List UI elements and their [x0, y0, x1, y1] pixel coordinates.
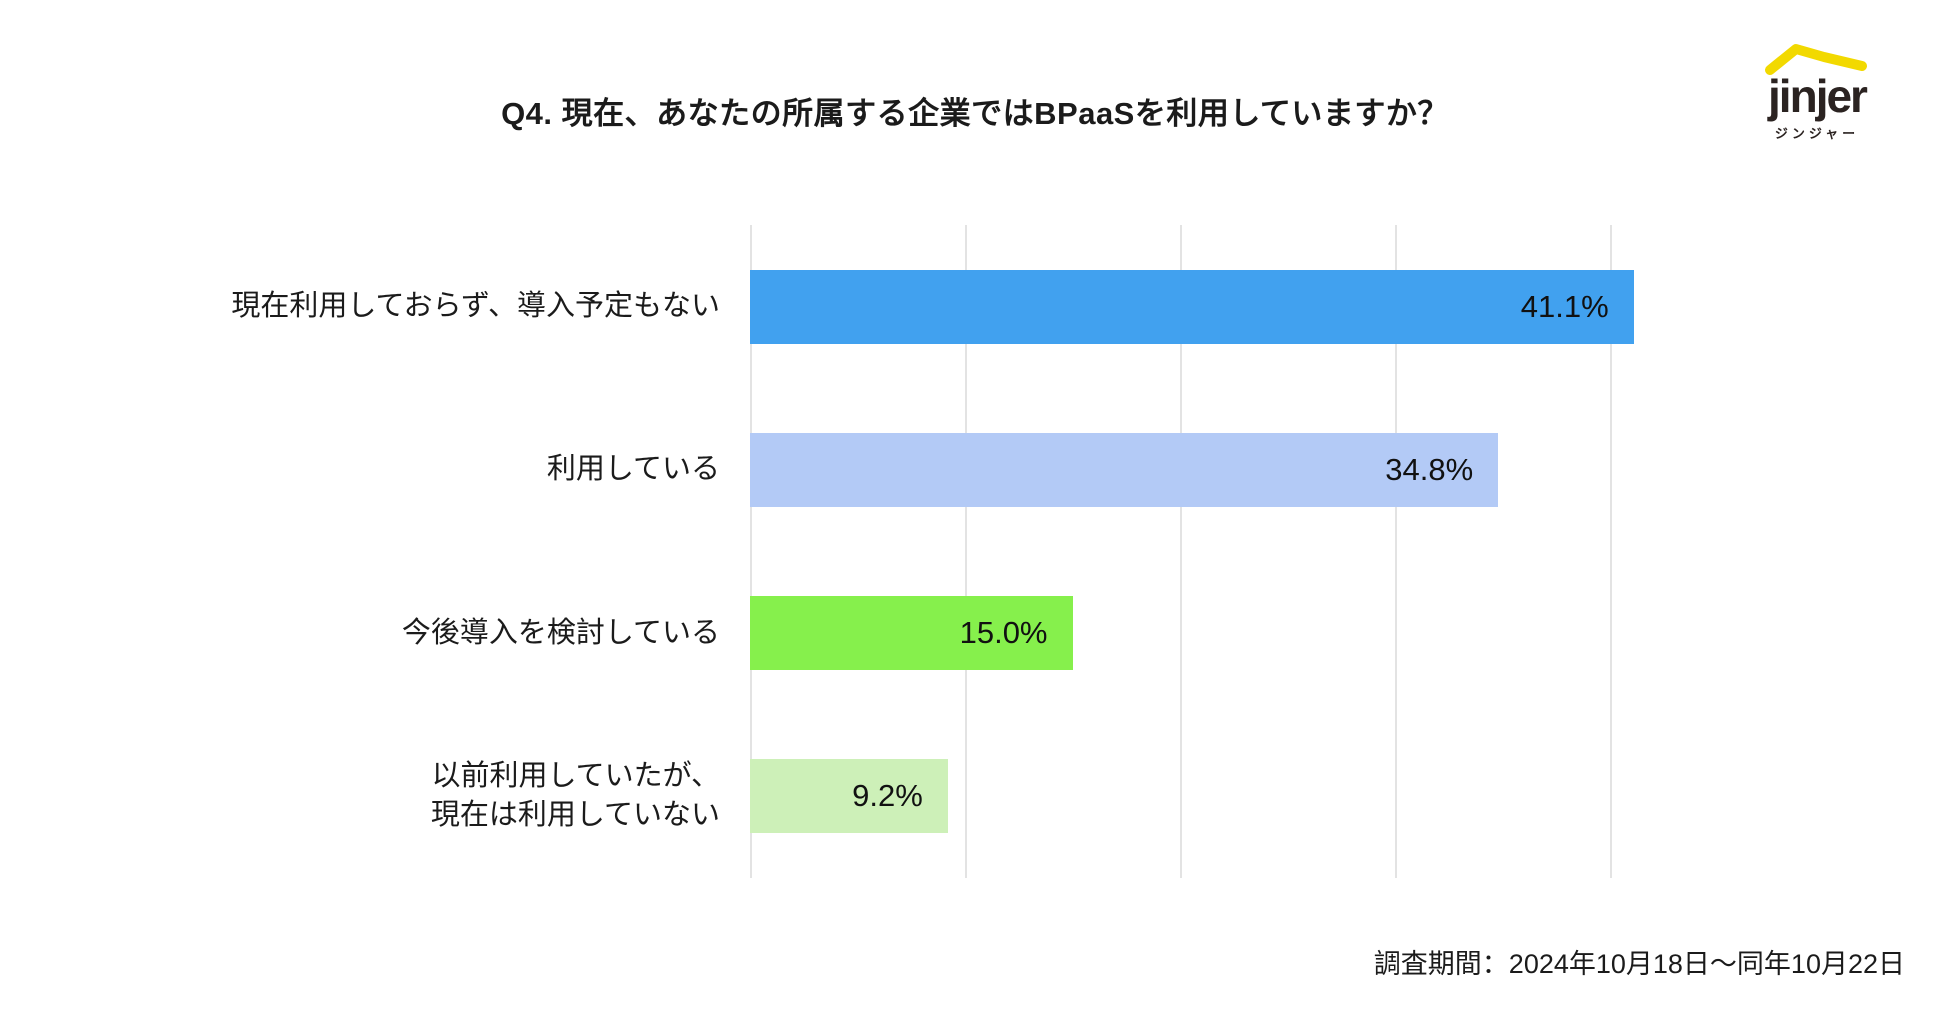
value-label: 15.0%	[959, 615, 1048, 651]
gridline	[1395, 225, 1397, 878]
gridlines	[750, 225, 1650, 878]
bar-row: 以前利用していたが、 現在は利用していない 9.2%	[0, 715, 1950, 878]
value-label: 9.2%	[852, 778, 923, 814]
category-label: 以前利用していたが、 現在は利用していない	[430, 760, 720, 832]
logo-wordmark: jinjer	[1768, 70, 1868, 122]
bar-row: 今後導入を検討している 15.0%	[0, 552, 1950, 715]
bar-chart: 現在利用しておらず、導入予定もない 41.1% 利用している 34.8% 今後導…	[0, 225, 1950, 878]
bar: 34.8%	[750, 432, 1499, 507]
category-label: 今後導入を検討している	[401, 616, 720, 649]
category-label: 現在利用しておらず、導入予定もない	[231, 290, 720, 323]
chart-title: Q4. 現在、あなたの所属する企業ではBPaaSを利用していますか？	[501, 96, 1449, 131]
gridline	[750, 225, 752, 878]
gridline	[1180, 225, 1182, 878]
logo-katakana: ジンジャー	[1774, 126, 1860, 142]
bar: 41.1%	[750, 269, 1634, 344]
bar: 15.0%	[750, 596, 1073, 671]
value-label: 41.1%	[1520, 288, 1609, 324]
survey-period: 調査期間：2024年10月18日～同年10月22日	[1373, 949, 1905, 979]
bar-row: 現在利用しておらず、導入予定もない 41.1%	[0, 225, 1950, 388]
gridline	[965, 225, 967, 878]
category-label: 利用している	[546, 453, 720, 486]
bar-row: 利用している 34.8%	[0, 388, 1950, 551]
bar: 9.2%	[750, 759, 948, 834]
jinjer-logo: jinjer ジンジャー	[1732, 42, 1902, 142]
gridline	[1610, 225, 1612, 878]
bar-rows: 現在利用しておらず、導入予定もない 41.1% 利用している 34.8% 今後導…	[0, 225, 1950, 878]
logo-zigzag-icon	[1732, 42, 1902, 76]
value-label: 34.8%	[1385, 451, 1474, 487]
